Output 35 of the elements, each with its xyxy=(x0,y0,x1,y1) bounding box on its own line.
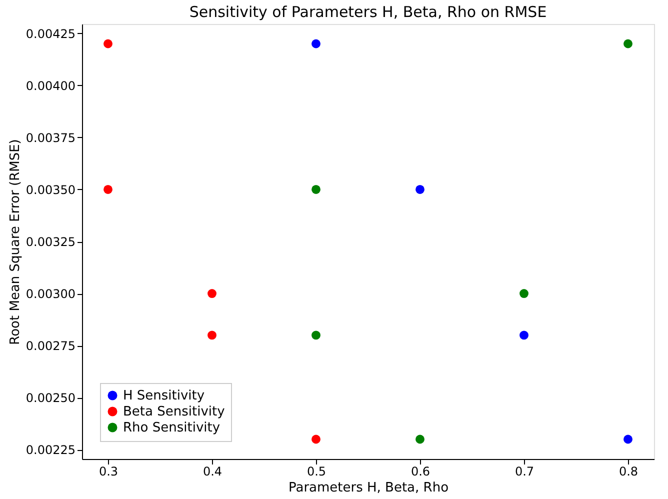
x-tick-label: 0.5 xyxy=(306,464,326,478)
legend-label: Rho Sensitivity xyxy=(123,420,220,436)
y-tick-label: 0.00325 xyxy=(26,235,76,249)
x-tick-label: 0.3 xyxy=(98,464,118,478)
legend-label: H Sensitivity xyxy=(123,388,205,404)
chart-title: Sensitivity of Parameters H, Beta, Rho on RMSE xyxy=(189,3,547,21)
y-tick-label: 0.00350 xyxy=(26,182,76,197)
point xyxy=(104,39,112,48)
x-tick-label: 0.4 xyxy=(202,464,222,478)
point xyxy=(104,185,112,194)
point xyxy=(312,434,320,444)
y-tick-label: 0.00375 xyxy=(26,130,76,145)
y-tick-label: 0.00275 xyxy=(26,339,76,354)
point xyxy=(312,330,320,340)
point xyxy=(416,185,424,194)
x-axis-title: Parameters H, Beta, Rho xyxy=(288,480,449,496)
x-tick-label: 0.6 xyxy=(410,464,430,478)
x-tick-label: 0.7 xyxy=(514,464,534,478)
y-tick-label: 0.00250 xyxy=(26,391,76,406)
legend-label: Beta Sensitivity xyxy=(123,404,226,420)
y-tick-label: 0.00300 xyxy=(26,287,76,302)
point xyxy=(312,185,320,194)
point xyxy=(208,330,216,340)
point xyxy=(624,434,632,444)
point xyxy=(312,39,320,48)
x-tick-label: 0.8 xyxy=(618,464,638,478)
point xyxy=(520,289,528,298)
y-axis-title: Root Mean Square Error (RMSE) xyxy=(8,139,23,345)
y-tick-label: 0.00400 xyxy=(26,78,76,93)
y-tick-label: 0.00425 xyxy=(26,26,76,41)
point xyxy=(624,39,632,48)
y-tick-label: 0.00225 xyxy=(26,443,76,458)
point xyxy=(520,330,528,340)
point xyxy=(416,434,424,444)
point xyxy=(208,289,216,298)
